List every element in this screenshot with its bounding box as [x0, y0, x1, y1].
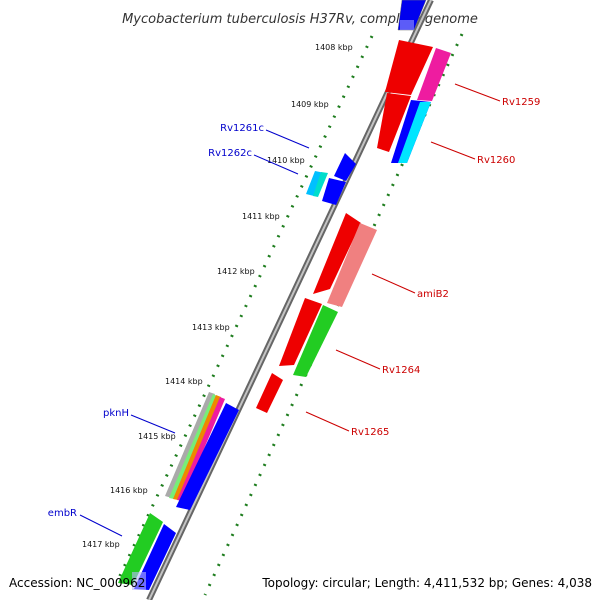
- partial-feature-top-highlight: [400, 20, 414, 30]
- kbp-label-1412: 1412 kbp: [217, 267, 255, 276]
- leader-rv1261c: [265, 129, 310, 149]
- kbp-label-1414: 1414 kbp: [165, 377, 203, 386]
- feature-rv1260-stripe: [398, 102, 431, 163]
- accession-text: Accession: NC_000962: [9, 576, 145, 590]
- feature-rv1262c-gene[interactable]: [313, 172, 328, 197]
- feature-rv1260-cds[interactable]: [377, 93, 411, 152]
- gene-label-pknh[interactable]: pknH: [103, 408, 129, 419]
- leader-rv1262c: [253, 154, 299, 175]
- gene-label-amib2[interactable]: amiB2: [417, 289, 449, 300]
- leader-rv1264: [335, 349, 381, 370]
- map-title: Mycobacterium tuberculosis H37Rv, comple…: [122, 12, 478, 27]
- topology-text: Topology: circular; Length: 4,411,532 bp…: [261, 576, 592, 590]
- feature-amib2-cds[interactable]: [313, 213, 361, 294]
- feature-pknh-cds[interactable]: [176, 403, 239, 510]
- kbp-label-1415: 1415 kbp: [138, 432, 176, 441]
- feature-rv1259-gene[interactable]: [417, 48, 451, 101]
- feature-rv1265-cds[interactable]: [256, 373, 283, 413]
- kbp-label-1408: 1408 kbp: [315, 43, 353, 52]
- gene-label-rv1260[interactable]: Rv1260: [477, 155, 515, 166]
- leader-embr: [79, 514, 123, 537]
- feature-pknh-stripe-green: [169, 394, 217, 499]
- leader-rv1265: [305, 411, 350, 432]
- feature-rv1264-gene[interactable]: [293, 305, 338, 377]
- genome-backbone-highlight: [148, 0, 432, 600]
- feature-rv1264-cds[interactable]: [279, 298, 322, 366]
- feature-rv1259-cds[interactable]: [385, 40, 433, 95]
- gene-label-rv1261c[interactable]: Rv1261c: [220, 123, 264, 134]
- leader-pknh: [130, 414, 176, 434]
- kbp-label-1417: 1417 kbp: [82, 540, 120, 549]
- feature-embr-gene[interactable]: [118, 513, 163, 585]
- feature-pknh-stripe-gray: [165, 392, 215, 498]
- leader-amib2: [371, 273, 416, 294]
- feature-rv1261c-cds[interactable]: [334, 153, 356, 181]
- feature-pknh-stripe-pink: [177, 397, 225, 501]
- feature-rv1261c-gene[interactable]: [322, 178, 346, 205]
- kbp-label-1413: 1413 kbp: [192, 323, 230, 332]
- gene-label-embr[interactable]: embR: [48, 508, 77, 519]
- inner-tick-track: [116, 35, 374, 581]
- kbp-label-1416: 1416 kbp: [110, 486, 148, 495]
- kbp-label-1411: 1411 kbp: [242, 212, 280, 221]
- feature-amib2-gene[interactable]: [327, 223, 377, 307]
- gene-label-rv1259[interactable]: Rv1259: [502, 97, 540, 108]
- gene-label-rv1265[interactable]: Rv1265: [351, 427, 389, 438]
- feature-embr-highlight: [132, 572, 146, 590]
- kbp-label-1410: 1410 kbp: [267, 156, 305, 165]
- kbp-label-1409: 1409 kbp: [291, 100, 329, 109]
- leader-rv1260: [430, 141, 476, 160]
- gene-label-rv1262c[interactable]: Rv1262c: [208, 148, 252, 159]
- leader-rv1259: [454, 83, 501, 102]
- feature-pknh-stripe-orange: [173, 395, 221, 500]
- gene-label-rv1264[interactable]: Rv1264: [382, 365, 420, 376]
